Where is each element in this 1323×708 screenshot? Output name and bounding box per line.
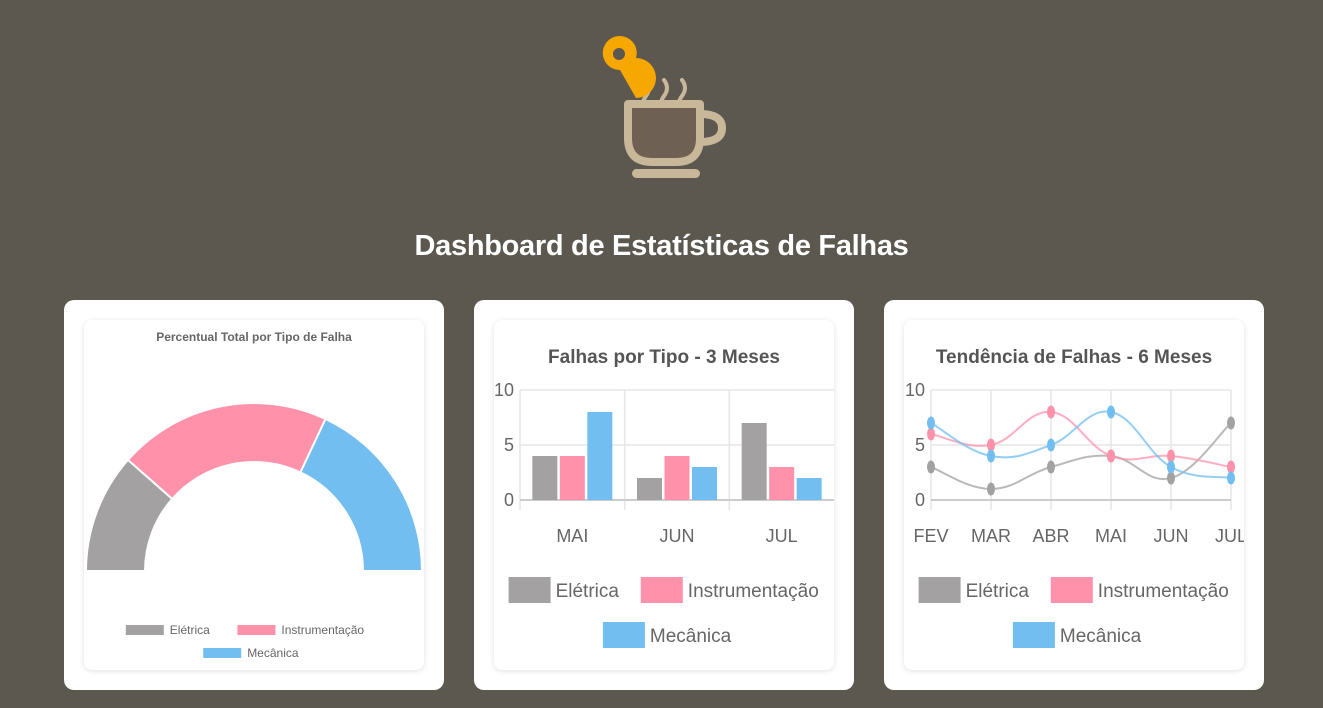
y-tick-label: 0 <box>915 490 925 510</box>
point-mecanica-jun[interactable] <box>1167 460 1175 474</box>
point-eletrica-abr[interactable] <box>1047 460 1055 474</box>
slice-instrumentacao[interactable] <box>126 402 327 501</box>
legend-label-eletrica[interactable]: Elétrica <box>556 581 620 602</box>
legend-label-eletrica[interactable]: Elétrica <box>966 581 1030 602</box>
line-chart-panel: Tendência de Falhas - 6 Meses 0 5 10 FEV MAR… <box>904 320 1244 670</box>
page-title: Dashboard de Estatísticas de Falhas <box>414 230 909 262</box>
line-chart: Tendência de Falhas - 6 Meses 0 5 10 FEV MAR… <box>905 347 1244 648</box>
legend-swatch-instrumentacao[interactable] <box>1050 577 1093 603</box>
chart-title: Tendência de Falhas - 6 Meses <box>936 347 1212 368</box>
point-eletrica-jun[interactable] <box>1167 471 1175 485</box>
legend-label-mecanica[interactable]: Mecânica <box>247 646 299 660</box>
percent-doughnut-chart: Percentual Total por Tipo de Falha Elétr… <box>84 330 424 660</box>
chart-title: Percentual Total por Tipo de Falha <box>156 330 352 344</box>
point-instrumentacao-mai[interactable] <box>1107 449 1115 463</box>
legend-swatch-mecanica[interactable] <box>602 622 645 648</box>
y-tick-label: 5 <box>504 435 514 455</box>
legend-label-mecanica[interactable]: Mecânica <box>650 626 732 647</box>
bar-card: Falhas por Tipo - 3 Meses 0 5 10 MAI JUN JUL … <box>474 300 854 690</box>
legend-label-eletrica[interactable]: Elétrica <box>170 623 210 637</box>
x-tick-label: ABR <box>1032 526 1069 546</box>
point-eletrica-jul[interactable] <box>1227 416 1235 430</box>
point-instrumentacao-jul[interactable] <box>1227 460 1235 474</box>
x-tick-label: MAR <box>971 526 1011 546</box>
bar-mecanica-jun[interactable] <box>692 467 717 500</box>
x-tick-label: JUN <box>660 526 695 546</box>
x-tick-label: JUL <box>766 526 798 546</box>
point-mecanica-fev[interactable] <box>927 416 935 430</box>
bar-eletrica-mai[interactable] <box>532 456 558 500</box>
point-eletrica-fev[interactable] <box>927 460 935 474</box>
bar-instrumentacao-jun[interactable] <box>664 456 690 500</box>
legend-swatch-eletrica[interactable] <box>918 577 961 603</box>
line-eletrica[interactable] <box>930 422 1232 491</box>
y-tick-label: 5 <box>915 435 925 455</box>
legend-swatch-mecanica[interactable] <box>1012 622 1055 648</box>
slice-mecanica[interactable] <box>299 417 424 572</box>
y-tick-label: 10 <box>494 380 514 400</box>
legend-label-mecanica[interactable]: Mecânica <box>1060 626 1142 647</box>
chart-title: Falhas por Tipo - 3 Meses <box>548 347 780 368</box>
point-mecanica-jul[interactable] <box>1227 471 1235 485</box>
point-instrumentacao-abr[interactable] <box>1047 405 1055 419</box>
legend-label-instrumentacao[interactable]: Instrumentação <box>688 581 819 602</box>
coffee-pin-logo-icon <box>602 36 727 178</box>
percent-chart-panel: Percentual Total por Tipo de Falha Elétr… <box>84 320 424 670</box>
bar-eletrica-jul[interactable] <box>741 423 767 500</box>
bar-instrumentacao-jul[interactable] <box>769 467 795 500</box>
bar-eletrica-jun[interactable] <box>637 478 662 500</box>
point-mecanica-abr[interactable] <box>1047 438 1055 452</box>
point-instrumentacao-jun[interactable] <box>1167 449 1175 463</box>
legend-label-instrumentacao[interactable]: Instrumentação <box>281 623 364 637</box>
legend-swatch-eletrica[interactable] <box>125 625 164 635</box>
x-tick-label: JUN <box>1154 526 1189 546</box>
bar-chart-panel: Falhas por Tipo - 3 Meses 0 5 10 MAI JUN JUL … <box>494 320 834 670</box>
point-eletrica-mar[interactable] <box>987 482 995 496</box>
point-mecanica-mar[interactable] <box>987 449 995 463</box>
y-tick-label: 10 <box>905 380 925 400</box>
legend-swatch-mecanica[interactable] <box>203 648 242 658</box>
legend-swatch-eletrica[interactable] <box>508 577 551 603</box>
bar-mecanica-mai[interactable] <box>587 412 613 500</box>
x-tick-label: MAI <box>556 526 588 546</box>
legend-swatch-instrumentacao[interactable] <box>237 625 276 635</box>
point-mecanica-mai[interactable] <box>1107 405 1115 419</box>
x-tick-label: MAI <box>1095 526 1127 546</box>
bar-mecanica-jul[interactable] <box>796 478 822 500</box>
point-instrumentacao-fev[interactable] <box>927 427 935 441</box>
x-tick-label: JUL <box>1215 526 1244 546</box>
percent-card: Percentual Total por Tipo de Falha Elétr… <box>64 300 444 690</box>
y-tick-label: 0 <box>504 490 514 510</box>
legend-swatch-instrumentacao[interactable] <box>640 577 683 603</box>
line-card: Tendência de Falhas - 6 Meses 0 5 10 FEV MAR… <box>884 300 1264 690</box>
x-tick-label: FEV <box>913 526 948 546</box>
legend-label-instrumentacao[interactable]: Instrumentação <box>1098 581 1229 602</box>
bar-instrumentacao-mai[interactable] <box>559 456 585 500</box>
point-instrumentacao-mar[interactable] <box>987 438 995 452</box>
